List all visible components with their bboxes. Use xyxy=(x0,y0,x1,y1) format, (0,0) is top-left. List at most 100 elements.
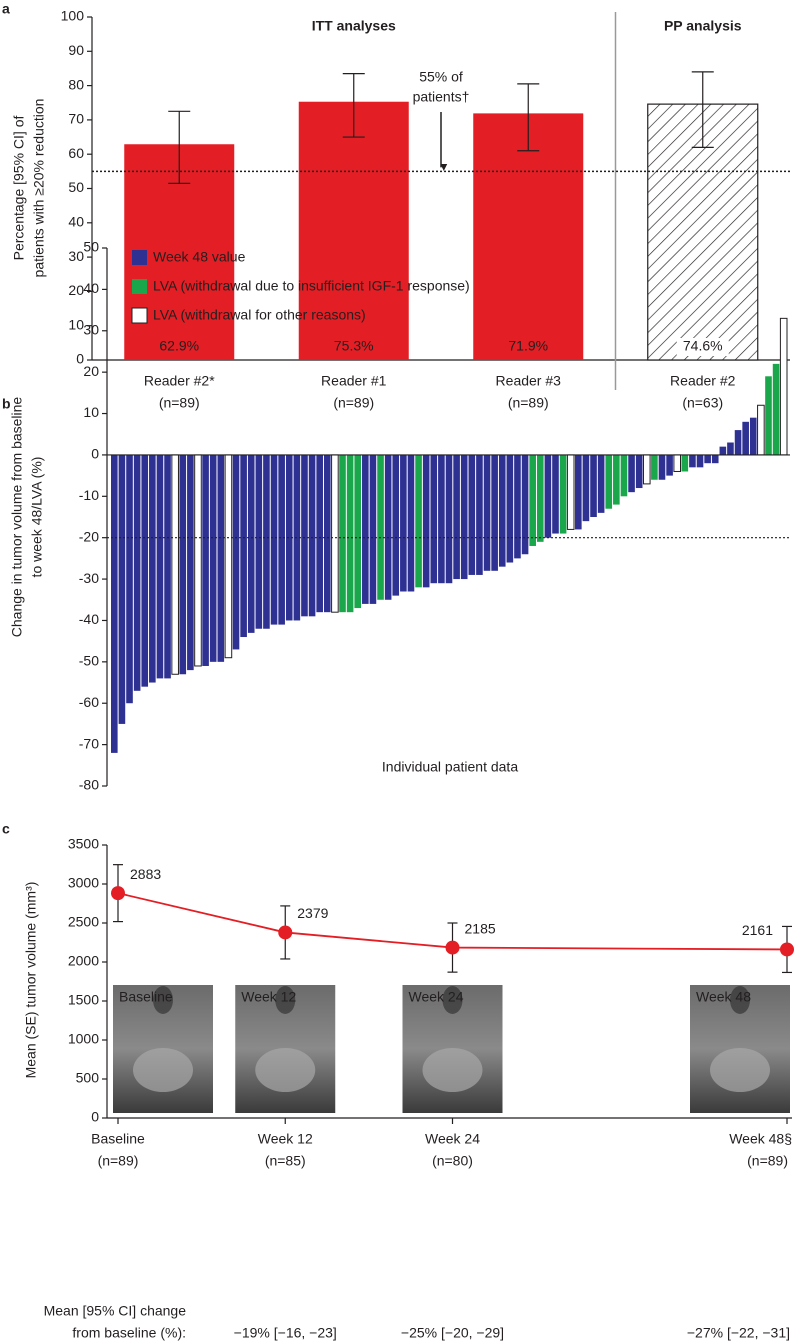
bar xyxy=(514,454,521,559)
y-tick-label: 100 xyxy=(61,8,85,24)
legend-label: Week 48 value xyxy=(153,249,246,265)
y-tick-label: 70 xyxy=(68,111,84,127)
data-label: 2161 xyxy=(742,922,773,938)
image-label: Baseline xyxy=(119,989,173,1005)
bar xyxy=(400,454,407,592)
value-label: 75.3% xyxy=(334,338,374,354)
bar xyxy=(354,454,362,609)
y-tick-label: 40 xyxy=(83,280,99,296)
bar xyxy=(316,454,323,613)
bar xyxy=(544,454,552,538)
bar xyxy=(323,454,331,613)
y-tick-label: -30 xyxy=(79,570,99,586)
bar xyxy=(224,454,233,659)
panel-label: a xyxy=(2,1,10,17)
bar xyxy=(346,454,354,613)
y-tick-label: 1500 xyxy=(68,992,99,1008)
bar xyxy=(635,454,643,489)
point xyxy=(278,925,293,940)
x-tick-label: Reader #2* xyxy=(144,373,215,389)
data-label: 2379 xyxy=(297,905,328,921)
x-tick-label: Reader #1 xyxy=(321,373,387,389)
mri-detail xyxy=(255,1048,316,1092)
bar xyxy=(453,454,460,580)
bar xyxy=(217,454,225,662)
bar xyxy=(742,421,749,455)
bar xyxy=(613,454,620,505)
x-tick-label: Reader #3 xyxy=(496,373,562,389)
bar xyxy=(194,454,202,667)
y-axis-title: Percentage [95% CI] of xyxy=(11,116,27,261)
x-tick-note: (n=63) xyxy=(682,395,723,411)
bar xyxy=(377,454,384,600)
y-axis-title: to week 48/LVA (%) xyxy=(29,457,45,578)
bar xyxy=(476,454,483,575)
bar xyxy=(757,404,765,456)
bar xyxy=(171,454,179,675)
y-tick-label: 500 xyxy=(76,1070,100,1086)
bar xyxy=(566,454,575,530)
bar xyxy=(430,454,438,584)
y-tick-label: 50 xyxy=(68,179,84,195)
y-tick-label: 0 xyxy=(91,1109,99,1125)
mri-detail xyxy=(133,1048,193,1092)
x-tick-note: (n=89) xyxy=(747,1153,788,1169)
point xyxy=(111,886,125,901)
y-tick-label: 1000 xyxy=(68,1031,99,1047)
bar xyxy=(339,454,346,613)
image-label: Week 48 xyxy=(696,989,751,1005)
bar xyxy=(734,430,742,455)
x-tick-note: (n=89) xyxy=(98,1153,139,1169)
mri-detail xyxy=(442,986,463,1014)
bar xyxy=(179,454,187,675)
bar xyxy=(392,454,400,596)
x-tick-label: Reader #2 xyxy=(670,373,736,389)
y-tick-label: 3000 xyxy=(68,875,99,891)
value-label: 62.9% xyxy=(159,338,199,354)
bar xyxy=(362,454,369,604)
bar xyxy=(779,317,788,456)
bar xyxy=(331,454,339,613)
point xyxy=(780,942,794,957)
bar xyxy=(149,454,156,683)
panel-label: c xyxy=(2,821,10,837)
line xyxy=(117,892,788,951)
mri-detail xyxy=(730,986,750,1014)
bar xyxy=(301,454,308,617)
bar xyxy=(141,454,149,687)
value-label: 74.6% xyxy=(683,338,723,354)
image-label: Week 12 xyxy=(241,989,296,1005)
bar xyxy=(727,442,734,455)
annotation: 55% of xyxy=(419,69,463,85)
bar xyxy=(620,454,628,497)
bar xyxy=(506,454,514,563)
bar xyxy=(521,454,529,555)
y-tick-label: 50 xyxy=(83,239,99,255)
bar xyxy=(673,454,682,472)
legend-swatch xyxy=(131,307,148,324)
bar xyxy=(285,454,293,621)
legend-label: LVA (withdrawal due to insufficient IGF-… xyxy=(153,278,470,294)
bar xyxy=(247,454,255,633)
legend-label: LVA (withdrawal for other reasons) xyxy=(153,307,366,323)
value-label-bg xyxy=(676,338,729,356)
y-axis-title: patients with ≥20% reduction xyxy=(31,99,47,278)
y-tick-label: 40 xyxy=(68,214,84,230)
change-title: from baseline (%): xyxy=(72,1325,186,1341)
x-tick-label: Baseline xyxy=(91,1131,145,1147)
bar xyxy=(263,454,270,629)
bar xyxy=(681,454,689,472)
bar xyxy=(658,454,666,480)
bar xyxy=(765,376,772,455)
bar xyxy=(483,454,491,571)
bar xyxy=(597,454,605,513)
y-tick-label: -10 xyxy=(79,487,99,503)
value-label: 71.9% xyxy=(508,338,548,354)
y-tick-label: -40 xyxy=(79,611,99,627)
x-tick-label: Week 12 xyxy=(258,1131,313,1147)
bar xyxy=(240,454,247,638)
bar xyxy=(468,454,476,575)
bar xyxy=(711,454,719,464)
y-tick-label: 10 xyxy=(68,316,84,332)
bar xyxy=(772,363,780,455)
